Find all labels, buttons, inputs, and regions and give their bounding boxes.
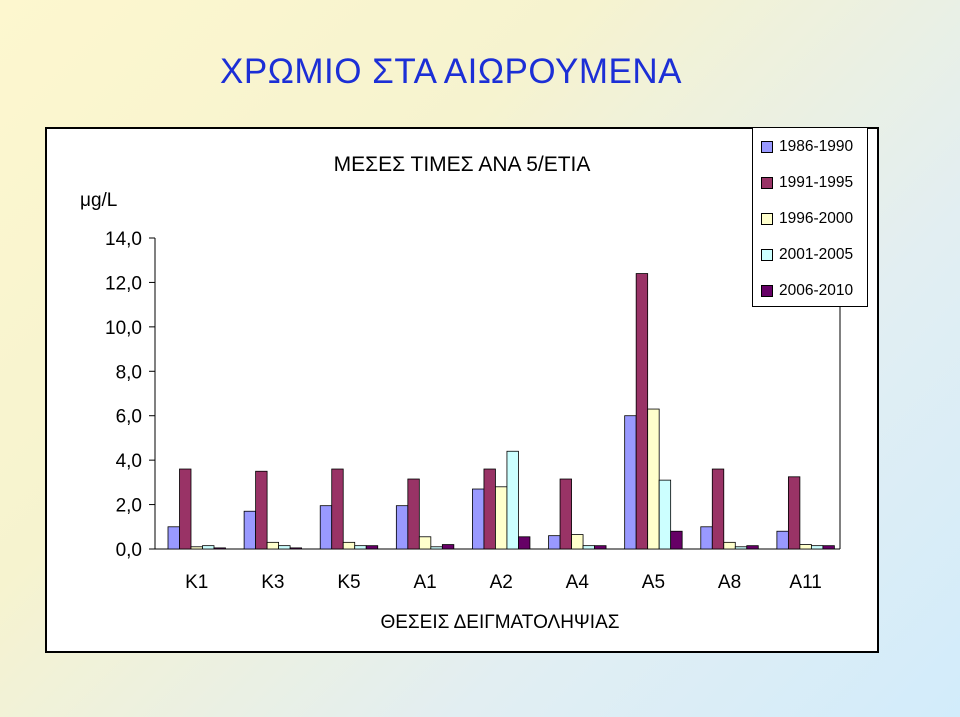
y-tick-label: 4,0	[116, 451, 142, 472]
bar-K3-1991-1995	[255, 470, 268, 550]
slide-title: ΧΡΩΜΙΟ ΣΤΑ ΑΙΩΡΟΥΜΕΝΑ	[220, 52, 682, 91]
bar-A11-2006-2010	[822, 545, 835, 550]
bar-A4-1991-1995	[559, 478, 572, 550]
bar-A5-2001-2005	[658, 479, 672, 550]
bar-A2-1991-1995	[483, 468, 496, 550]
bar-A2-1986-1990	[472, 488, 485, 550]
legend-swatch	[761, 177, 773, 189]
bar-K1-1986-1990	[167, 526, 180, 550]
x-tick-label: A8	[718, 572, 741, 593]
bar-K5-1986-1990	[319, 505, 333, 550]
legend-item: 2006-2010	[761, 280, 853, 302]
bar-K5-1991-1995	[331, 468, 344, 550]
legend-item: 2001-2005	[761, 244, 853, 266]
legend-label: 2001-2005	[779, 246, 854, 263]
bar-K5-2001-2005	[354, 545, 367, 550]
bar-A11-1986-1990	[776, 530, 789, 550]
legend-label: 1986-1990	[779, 138, 854, 155]
legend-item: 1986-1990	[761, 136, 853, 158]
chart-title: ΜΕΣΕΣ ΤΙΜΕΣ ΑΝΑ 5/ΕΤΙΑ	[334, 153, 591, 176]
legend-item: 1996-2000	[761, 208, 853, 230]
legend-label: 1991-1995	[779, 174, 854, 191]
bar-A11-1996-2000	[799, 544, 812, 550]
y-tick-label: 2,0	[116, 496, 142, 517]
bar-K3-1986-1990	[243, 510, 257, 550]
y-unit-label: μg/L	[80, 190, 118, 211]
bar-K1-1996-2000	[190, 546, 203, 550]
legend-swatch	[761, 249, 773, 261]
bar-A2-1996-2000	[495, 486, 508, 550]
bar-A11-2001-2005	[810, 545, 824, 550]
bar-A8-1991-1995	[711, 468, 725, 550]
bar-A4-1986-1990	[548, 535, 561, 550]
x-tick-label: A11	[789, 572, 821, 593]
bar-A1-1996-2000	[418, 536, 432, 550]
x-tick-label: A5	[642, 572, 665, 593]
bar-A5-1991-1995	[635, 273, 649, 550]
bar-A5-1996-2000	[647, 408, 660, 550]
bar-A11-1991-1995	[787, 476, 801, 550]
bar-K3-1996-2000	[266, 541, 280, 550]
legend-item: 1991-1995	[761, 172, 853, 194]
bar-A8-1986-1990	[700, 526, 713, 550]
x-tick-label: A4	[566, 572, 590, 593]
chart-legend: 1986-1990 1991-1995 1996-2000 2001-2005 2006…	[752, 127, 868, 307]
bar-K1-1991-1995	[179, 468, 192, 550]
legend-label: 1996-2000	[779, 210, 854, 227]
bar-A1-1986-1990	[395, 505, 409, 550]
x-tick-label: A2	[490, 572, 513, 593]
legend-swatch	[761, 285, 773, 297]
y-tick-label: 10,0	[105, 318, 142, 339]
bar-A2-2006-2010	[518, 536, 531, 550]
bar-A1-1991-1995	[407, 478, 420, 550]
bar-A8-2006-2010	[746, 545, 759, 550]
bar-K1-2006-2010	[213, 547, 226, 550]
y-tick-label: 6,0	[116, 407, 142, 428]
y-tick-label: 12,0	[105, 273, 142, 294]
legend-swatch	[761, 141, 773, 153]
y-tick-label: 8,0	[116, 362, 142, 383]
bar-A5-1986-1990	[624, 415, 637, 550]
bar-A1-2001-2005	[430, 546, 443, 550]
y-tick-label: 0,0	[116, 540, 142, 561]
x-tick-label: K1	[185, 572, 208, 593]
x-tick-label: A1	[413, 572, 436, 593]
chart-panel	[45, 127, 879, 653]
bar-A4-1996-2000	[571, 534, 584, 550]
bar-A8-2001-2005	[734, 546, 748, 550]
bar-K5-1996-2000	[342, 541, 356, 550]
x-tick-label: K5	[337, 572, 360, 593]
y-tick-label: 14,0	[105, 229, 142, 250]
bar-K3-2001-2005	[278, 545, 291, 550]
bar-A1-2006-2010	[441, 544, 455, 550]
bar-A8-1996-2000	[723, 541, 736, 550]
x-tick-label: K3	[261, 572, 284, 593]
x-axis-title: ΘΕΣΕΙΣ ΔΕΙΓΜΑΤΟΛΗΨΙΑΣ	[380, 612, 619, 633]
bar-A5-2006-2010	[670, 530, 683, 550]
bar-A4-2001-2005	[582, 545, 595, 550]
bar-K3-2006-2010	[289, 547, 303, 550]
bar-A2-2001-2005	[506, 450, 519, 550]
legend-swatch	[761, 213, 773, 225]
bar-A4-2006-2010	[594, 545, 607, 550]
bar-K1-2001-2005	[202, 545, 215, 550]
bar-K5-2006-2010	[365, 545, 379, 550]
legend-label: 2006-2010	[779, 282, 854, 299]
